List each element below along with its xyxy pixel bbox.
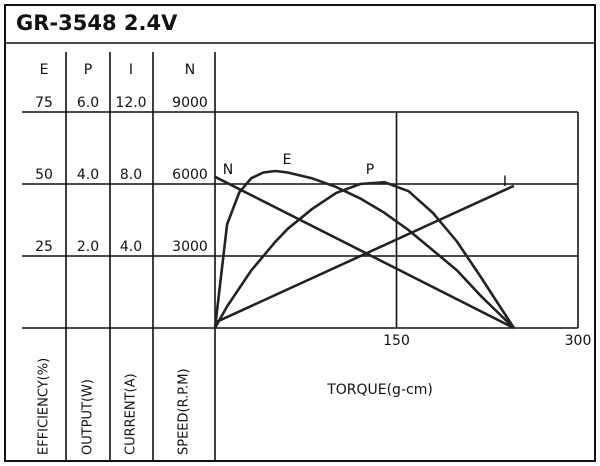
y-tick-label: 50 — [35, 167, 53, 183]
y-axis-label: CURRENT(A) — [124, 373, 139, 455]
y-axis-label: OUTPUT(W) — [81, 379, 96, 455]
series-label: N — [223, 162, 233, 178]
y-tick-label: 4.0 — [120, 239, 142, 255]
axis-header: I — [129, 62, 133, 78]
series-line — [213, 169, 515, 329]
x-tick-label: 150 — [383, 333, 410, 349]
y-tick-label: 75 — [35, 95, 53, 111]
x-axis-label: TORQUE(g-cm) — [326, 382, 433, 398]
series-label: P — [366, 162, 374, 178]
y-tick-label: 3000 — [172, 239, 208, 255]
chart-title: GR-3548 2.4V — [16, 11, 178, 35]
x-tick-label: 300 — [565, 333, 592, 349]
y-tick-label: 6000 — [172, 167, 208, 183]
series-label: E — [283, 152, 292, 168]
series-label: I — [503, 174, 507, 190]
y-tick-label: 9000 — [172, 95, 208, 111]
y-axis-label: SPEED(R.P.M) — [177, 368, 192, 455]
y-tick-label: 25 — [35, 239, 53, 255]
axis-header: N — [185, 62, 195, 78]
series-line — [214, 184, 515, 324]
axis-header: P — [84, 62, 92, 78]
y-tick-label: 2.0 — [77, 239, 99, 255]
y-tick-label: 8.0 — [120, 167, 142, 183]
y-tick-label: 12.0 — [115, 95, 146, 111]
series-line — [214, 175, 515, 330]
y-tick-label: 4.0 — [77, 167, 99, 183]
series-line — [213, 180, 515, 329]
axis-header: E — [40, 62, 49, 78]
y-tick-label: 6.0 — [77, 95, 99, 111]
frame — [4, 4, 596, 462]
y-axis-label: EFFICIENCY(%) — [37, 358, 52, 455]
